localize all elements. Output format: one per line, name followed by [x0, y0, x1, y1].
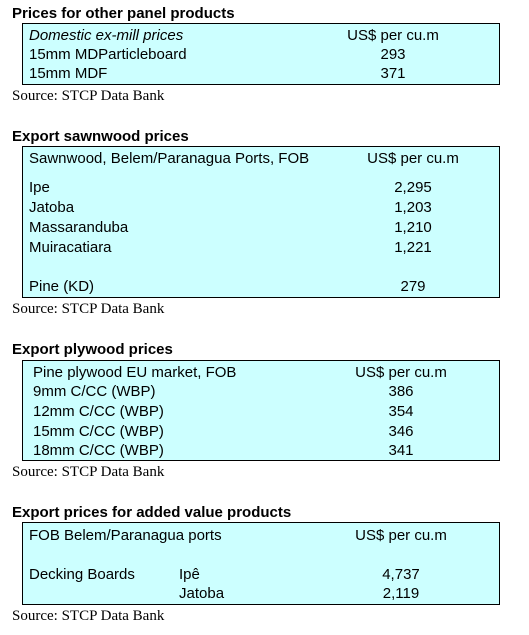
table-sawnwood: Sawnwood, Belem/Paranagua Ports, FOB US$…	[22, 146, 500, 298]
row-label: Ipe	[29, 179, 50, 196]
row-label: Muiracatiara	[29, 239, 112, 256]
table-panel-products: Domestic ex-mill prices US$ per cu.m 15m…	[22, 23, 500, 85]
row-value: 1,210	[394, 219, 432, 236]
header-label: FOB Belem/Paranagua ports	[29, 527, 222, 544]
row-value: 2,295	[394, 179, 432, 196]
row-value: 4,737	[382, 566, 420, 583]
table-row: Pine (KD) 279	[23, 277, 499, 297]
table-added-value: FOB Belem/Paranagua ports US$ per cu.m D…	[22, 522, 500, 605]
table-header: Sawnwood, Belem/Paranagua Ports, FOB US$…	[23, 149, 499, 169]
table-row: Jatoba 1,203	[23, 198, 499, 218]
table-row: 15mm C/CC (WBP) 346	[23, 422, 499, 442]
section-title-added-value: Export prices for added value products	[12, 504, 292, 521]
row-value: 1,203	[394, 199, 432, 216]
table-row: 15mm MDParticleboard 293	[23, 45, 499, 65]
row-value: 279	[400, 278, 426, 295]
table-row: Jatoba 2,119	[23, 584, 499, 604]
row-label: 15mm MDF	[29, 65, 108, 82]
section-title-panel-products: Prices for other panel products	[12, 5, 235, 22]
row-label: Massaranduba	[29, 219, 129, 236]
table-row: Massaranduba 1,210	[23, 218, 499, 238]
row-label: 18mm C/CC (WBP)	[33, 442, 164, 459]
header-label: Sawnwood, Belem/Paranagua Ports, FOB	[29, 150, 310, 167]
header-unit: US$ per cu.m	[355, 527, 447, 544]
row-value: 341	[388, 442, 414, 459]
section-title-plywood: Export plywood prices	[12, 341, 173, 358]
table-row: 15mm MDF 371	[23, 64, 499, 84]
table-plywood: Pine plywood EU market, FOB US$ per cu.m…	[22, 360, 500, 461]
header-label: Pine plywood EU market, FOB	[33, 364, 237, 381]
table-header: Domestic ex-mill prices US$ per cu.m	[23, 26, 499, 46]
table-row: 18mm C/CC (WBP) 341	[23, 441, 499, 461]
source-note: Source: STCP Data Bank	[12, 464, 165, 480]
row-value: 1,221	[394, 239, 432, 256]
source-note: Source: STCP Data Bank	[12, 608, 165, 624]
row-label: Decking Boards	[29, 566, 135, 583]
table-row: Ipe 2,295	[23, 178, 499, 198]
row-label: 15mm C/CC (WBP)	[33, 423, 164, 440]
row-value: 293	[380, 46, 406, 63]
row-label: 12mm C/CC (WBP)	[33, 403, 164, 420]
header-unit: US$ per cu.m	[367, 150, 459, 167]
table-row: 12mm C/CC (WBP) 354	[23, 402, 499, 422]
table-row: 9mm C/CC (WBP) 386	[23, 382, 499, 402]
source-note: Source: STCP Data Bank	[12, 88, 165, 104]
table-row: Decking Boards Ipê 4,737	[23, 565, 499, 585]
header-label: Domestic ex-mill prices	[29, 27, 184, 44]
table-header: Pine plywood EU market, FOB US$ per cu.m	[23, 363, 499, 383]
row-label: 9mm C/CC (WBP)	[33, 383, 156, 400]
section-title-sawnwood: Export sawnwood prices	[12, 128, 189, 145]
row-value: 2,119	[382, 585, 420, 602]
row-value: 354	[388, 403, 414, 420]
row-value: 371	[380, 65, 406, 82]
row-value: 346	[388, 423, 414, 440]
header-unit: US$ per cu.m	[355, 364, 447, 381]
source-note: Source: STCP Data Bank	[12, 301, 165, 317]
table-header: FOB Belem/Paranagua ports US$ per cu.m	[23, 526, 499, 546]
row-sublabel: Ipê	[179, 566, 200, 583]
row-sublabel: Jatoba	[179, 585, 225, 602]
row-label: 15mm MDParticleboard	[29, 46, 187, 63]
row-label: Jatoba	[29, 199, 75, 216]
row-value: 386	[388, 383, 414, 400]
row-label: Pine (KD)	[29, 278, 95, 295]
header-unit: US$ per cu.m	[347, 27, 439, 44]
table-row: Muiracatiara 1,221	[23, 238, 499, 258]
